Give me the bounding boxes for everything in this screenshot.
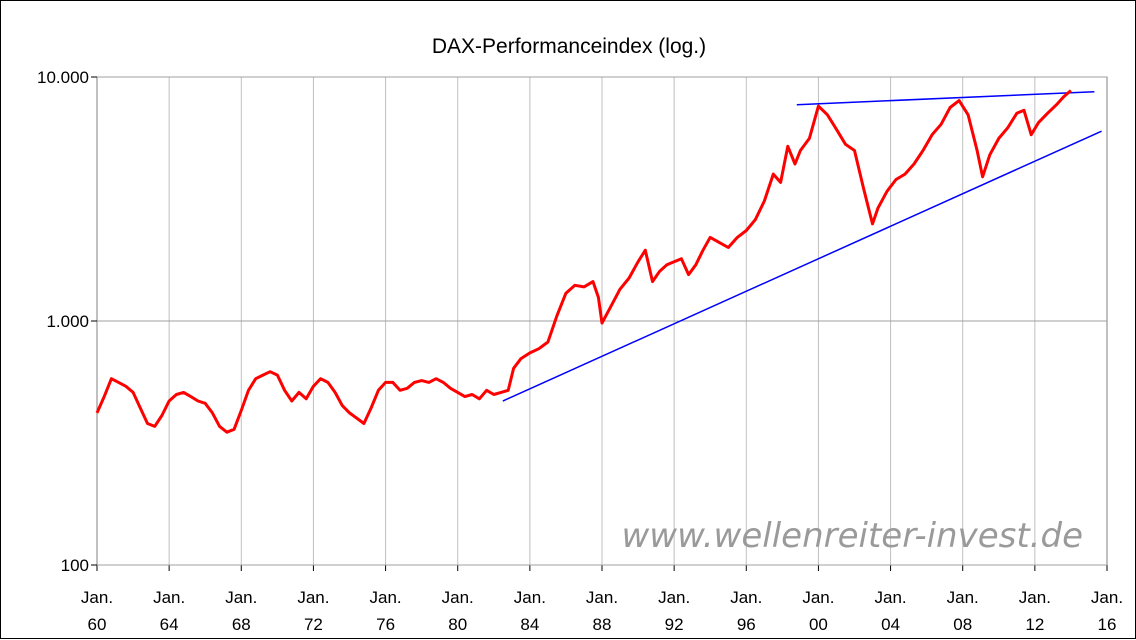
trendline	[502, 130, 1102, 402]
trendlines	[502, 91, 1102, 402]
x-tick-label-bottom: 80	[448, 615, 467, 634]
y-tick-label: 100	[61, 556, 89, 575]
x-tick-label-top: Jan.	[442, 588, 474, 607]
x-tick-label-bottom: 60	[88, 615, 107, 634]
series-line	[95, 89, 1072, 434]
x-tick-label-top: Jan.	[1091, 588, 1123, 607]
trendline	[796, 91, 1095, 106]
x-tick-label-top: Jan.	[514, 588, 546, 607]
x-tick-label-top: Jan.	[370, 588, 402, 607]
x-tick-label-bottom: 96	[737, 615, 756, 634]
x-tick-label-top: Jan.	[730, 588, 762, 607]
y-tick-label: 1.000	[46, 312, 89, 331]
x-tick-label-bottom: 16	[1098, 615, 1117, 634]
x-tick-label-top: Jan.	[153, 588, 185, 607]
x-tick-label-bottom: 64	[160, 615, 179, 634]
x-tick-labels: Jan. 60 Jan. 64 Jan. 68 Jan. 72 Jan. 76 Jan. 80 Jan.…	[81, 588, 1123, 634]
x-tick-label-top: Jan.	[1019, 588, 1051, 607]
x-tick-label-bottom: 04	[881, 615, 900, 634]
x-tick-label-bottom: 88	[593, 615, 612, 634]
series-layer	[95, 89, 1072, 434]
x-tick-label-bottom: 76	[376, 615, 395, 634]
x-tick-label-top: Jan.	[297, 588, 329, 607]
x-tick-label-top: Jan.	[658, 588, 690, 607]
x-tick-label-top: Jan.	[586, 588, 618, 607]
x-tick-label-top: Jan.	[875, 588, 907, 607]
x-tick-label-bottom: 72	[304, 615, 323, 634]
x-tick-label-top: Jan.	[225, 588, 257, 607]
x-tick-label-bottom: 12	[1025, 615, 1044, 634]
x-tick-label-bottom: 08	[953, 615, 972, 634]
x-tick-label-bottom: 68	[232, 615, 251, 634]
watermark: www.wellenreiter-invest.de	[621, 516, 1083, 556]
y-tick-label: 10.000	[37, 68, 89, 87]
x-tick-label-bottom: 84	[520, 615, 539, 634]
chart-title: DAX-Performanceindex (log.)	[432, 35, 706, 58]
x-tick-label-top: Jan.	[81, 588, 113, 607]
x-tick-label-bottom: 00	[809, 615, 828, 634]
x-tick-label-bottom: 92	[665, 615, 684, 634]
x-tick-label-top: Jan.	[947, 588, 979, 607]
x-tick-label-top: Jan.	[802, 588, 834, 607]
y-tick-labels: 100 1.000 10.000	[37, 68, 89, 575]
